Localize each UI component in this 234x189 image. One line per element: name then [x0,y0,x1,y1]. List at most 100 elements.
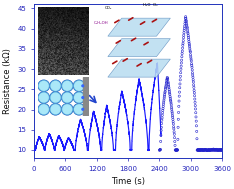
Point [186,36,190,39]
Point [219,148,222,151]
Point [174,148,177,151]
Point [178,82,182,85]
Point [180,55,184,58]
Point [205,148,208,151]
Point [206,149,209,152]
Point [175,149,179,152]
Point [193,98,197,101]
Point [199,149,203,152]
Point [200,149,203,152]
Point [178,78,182,81]
Point [208,149,212,152]
Point [219,148,223,151]
Point [216,149,219,152]
Point [177,100,181,103]
Point [190,71,194,74]
Point [206,149,210,152]
Point [191,76,195,79]
Point [211,148,215,151]
Point [173,148,177,151]
Point [169,100,173,103]
Point [177,105,181,108]
Point [179,71,183,74]
Point [170,106,173,109]
Point [195,137,199,140]
Point [171,118,175,121]
Point [206,148,210,151]
Point [167,88,171,91]
Point [209,148,213,151]
Point [165,77,169,81]
Point [194,120,198,123]
Point [165,76,169,79]
Point [216,148,220,151]
Point [213,148,217,151]
Point [193,101,197,104]
Point [190,68,194,71]
Point [184,15,187,18]
Point [206,149,210,152]
Point [207,149,210,152]
Point [210,148,213,151]
Point [216,148,220,151]
Point [182,34,186,37]
Point [192,83,196,86]
Point [218,148,222,151]
Point [182,36,185,39]
Point [183,17,187,20]
Point [159,129,163,132]
Point [168,97,172,100]
Point [215,148,218,151]
Point [216,149,220,152]
Point [180,50,184,53]
Point [180,59,183,62]
Point [187,42,191,45]
Point [188,51,192,54]
Point [194,111,198,114]
Point [162,101,166,104]
Point [199,148,203,151]
Point [166,81,170,84]
Point [207,148,211,151]
Point [208,149,212,152]
Point [169,103,173,106]
Point [220,148,224,151]
Point [197,149,200,152]
Point [195,130,199,133]
Point [197,148,201,151]
Point [177,111,180,114]
Point [205,149,209,152]
Point [158,148,162,151]
Point [204,148,208,151]
Point [182,29,186,32]
Point [163,90,167,93]
Point [171,115,175,119]
Point [203,148,207,151]
Point [189,56,193,59]
Point [196,149,200,152]
Point [191,78,195,81]
Point [216,149,219,152]
Point [212,148,216,151]
Point [188,45,191,48]
Point [176,138,180,141]
Point [176,126,180,129]
Point [168,93,172,96]
Point [158,149,161,152]
Point [214,148,218,151]
Point [185,23,189,26]
Point [210,148,214,151]
Point [207,148,211,151]
Point [160,119,164,122]
Point [205,149,209,152]
Point [164,88,167,91]
Point [202,149,206,152]
Point [204,148,207,151]
Point [165,79,169,82]
Point [188,50,192,53]
Point [187,38,190,41]
Point [161,109,165,112]
Point [183,27,186,30]
Point [220,149,223,152]
Point [178,91,181,94]
